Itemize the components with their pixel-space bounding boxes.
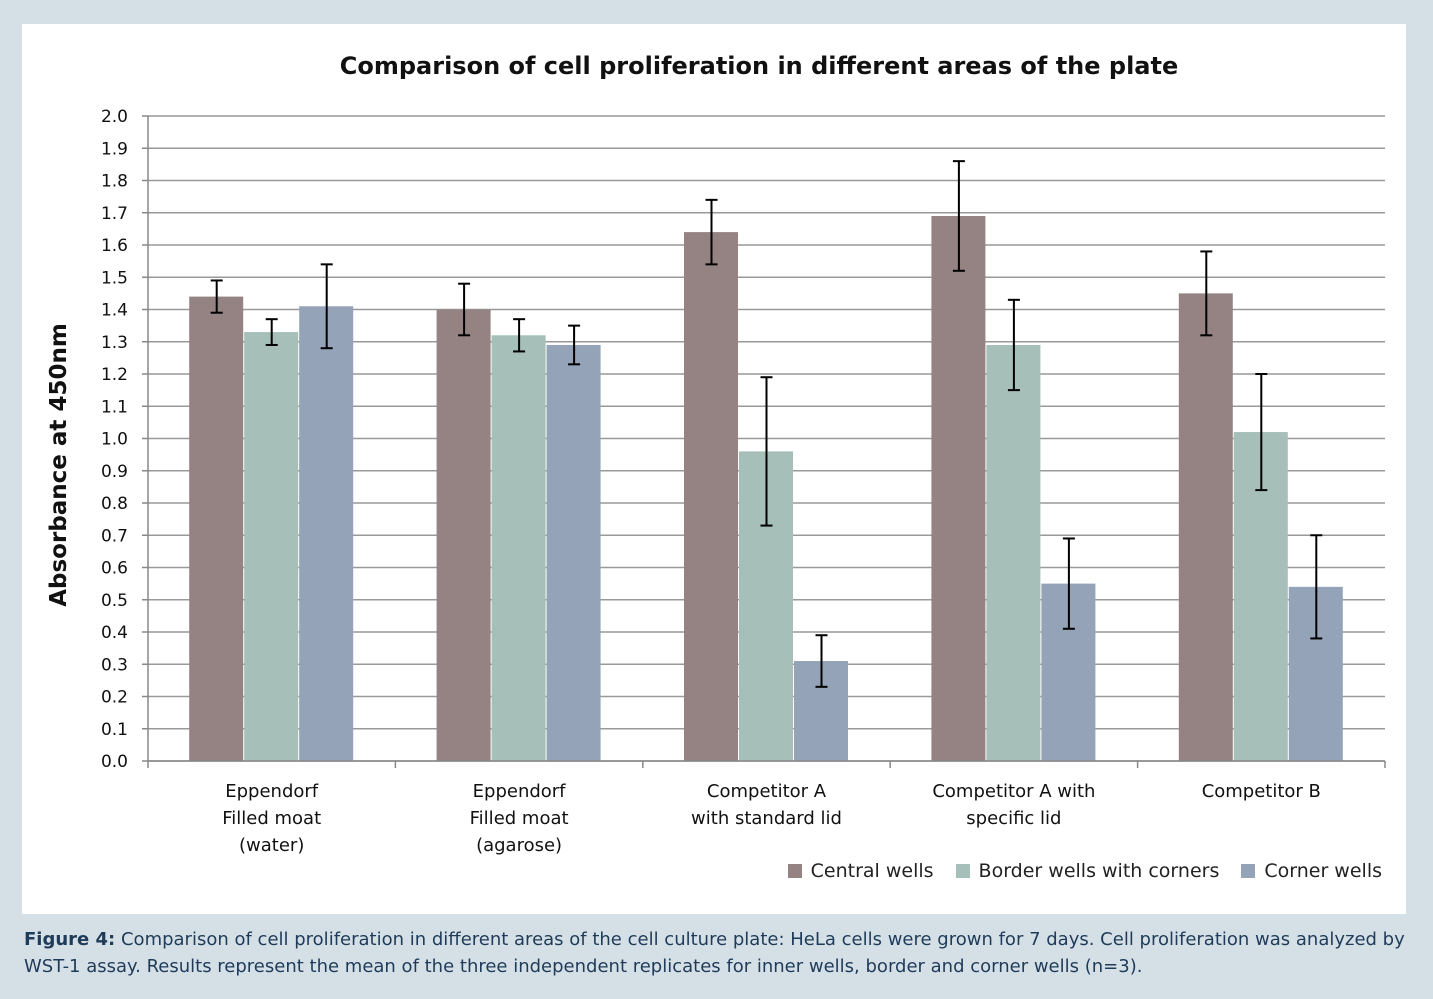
y-tick-label: 0.2: [101, 688, 128, 708]
y-tick-label: 0.9: [101, 462, 128, 482]
bar: [189, 296, 244, 761]
caption: Figure 4: Comparison of cell proliferati…: [24, 926, 1409, 980]
legend-label: Corner wells: [1264, 860, 1382, 882]
error-bar: [458, 282, 471, 337]
y-tick-label: 1.9: [101, 139, 128, 159]
y-tick-label: 1.4: [101, 301, 128, 321]
y-tick-label: 1.0: [101, 430, 128, 450]
y-tick-label: 0.3: [101, 655, 128, 675]
error-bar: [1255, 373, 1268, 492]
x-tick-label: Eppendorf Filled moat (water): [222, 781, 322, 856]
x-tick-label: Competitor B: [1201, 781, 1321, 802]
error-bar: [1200, 250, 1213, 337]
x-tick-label: Competitor A with standard lid: [691, 781, 842, 829]
y-tick-label: 1.2: [101, 365, 128, 385]
bar: [244, 332, 299, 761]
error-bar: [952, 160, 965, 272]
error-bar: [1007, 298, 1020, 392]
y-tick-label: 0.7: [101, 526, 128, 546]
error-bar: [1062, 537, 1075, 630]
legend-swatch: [955, 864, 970, 878]
legend-label: Central wells: [810, 860, 934, 882]
x-tick-label: Competitor A with specific lid: [932, 781, 1096, 829]
y-tick-label: 1.3: [101, 333, 128, 353]
bar: [684, 232, 738, 762]
y-tick-label: 1.6: [101, 236, 128, 256]
y-tick-label: 2.0: [101, 107, 128, 127]
bar: [931, 215, 986, 762]
chart-title: Comparison of cell proliferation in diff…: [340, 52, 1179, 80]
legend: Central wells Border wells with corners Co…: [787, 860, 1382, 882]
y-axis-title: Absorbance at 450nm: [46, 323, 72, 607]
error-bar: [568, 324, 581, 366]
y-tick-label: 0.5: [101, 591, 128, 611]
y-tick-label: 0.6: [101, 559, 128, 579]
y-tick-label: 0.8: [101, 494, 128, 514]
caption-label: Figure 4:: [24, 929, 116, 950]
caption-text: Comparison of cell proliferation in diff…: [24, 929, 1405, 977]
y-tick-label: 0.4: [101, 623, 128, 643]
y-tick-label: 1.5: [101, 268, 128, 288]
error-bar: [815, 634, 828, 688]
bar: [986, 344, 1041, 761]
legend-item: Central wells: [787, 860, 934, 882]
error-bar: [320, 263, 333, 350]
error-bar: [210, 279, 223, 314]
y-tick-label: 0.1: [101, 720, 128, 740]
error-bar: [265, 318, 278, 346]
legend-swatch: [1241, 864, 1256, 878]
bar: [299, 306, 354, 761]
y-tick-label: 1.8: [101, 172, 128, 192]
legend-swatch: [787, 864, 802, 878]
legend-item: Corner wells: [1241, 860, 1382, 882]
legend-item: Border wells with corners: [955, 860, 1220, 882]
error-bar: [760, 376, 773, 527]
y-tick-label: 1.1: [101, 397, 128, 417]
bar: [436, 309, 491, 761]
error-bar: [1310, 534, 1323, 640]
y-tick-label: 1.7: [101, 204, 128, 224]
x-tick-label: Eppendorf Filled moat (agarose): [469, 781, 569, 856]
error-bar: [705, 198, 718, 266]
legend-label: Border wells with corners: [978, 860, 1220, 882]
bar: [491, 335, 546, 761]
error-bar: [513, 318, 526, 353]
bar: [546, 344, 601, 761]
y-tick-label: 0.0: [101, 752, 128, 772]
bar: [1178, 293, 1233, 761]
